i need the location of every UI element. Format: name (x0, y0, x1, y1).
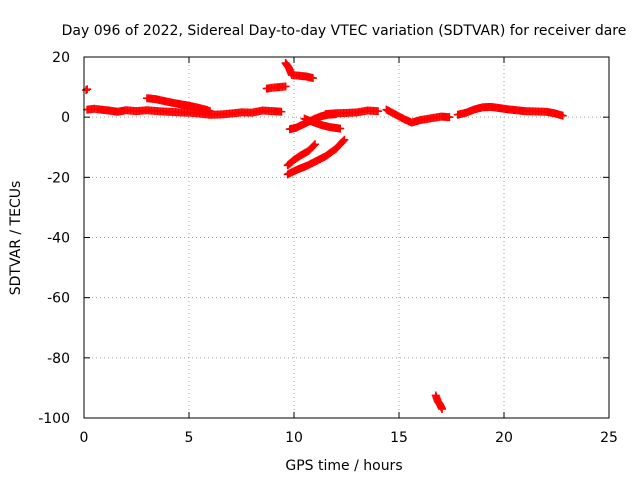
x-tick-label: 15 (390, 430, 408, 446)
data-point (82, 86, 91, 95)
y-tick-label: 20 (52, 50, 70, 66)
series-late-track (453, 102, 567, 120)
data-point (558, 111, 567, 120)
y-tick-label: -60 (47, 291, 70, 307)
data-point (438, 404, 447, 413)
series-early-high (82, 85, 92, 95)
x-tick-label: 5 (185, 430, 194, 446)
y-tick-label: -40 (47, 231, 70, 247)
x-tick-label: 0 (80, 430, 89, 446)
data-points (82, 59, 567, 413)
data-point (308, 74, 317, 83)
plot-frame (83, 56, 610, 419)
chart-title: Day 096 of 2022, Sidereal Day-to-day VTE… (62, 23, 627, 39)
series-mid-track (321, 106, 382, 119)
y-tick-label: -20 (47, 170, 70, 186)
x-tick-label: 10 (285, 430, 303, 446)
x-axis-title: GPS time / hours (285, 458, 402, 474)
data-point (281, 82, 290, 91)
x-tick-label: 25 (600, 430, 618, 446)
y-tick-label: 0 (61, 110, 70, 126)
series-branch-11-12 (300, 114, 345, 133)
series-pre-10-high (262, 82, 290, 93)
series-neg-16 (283, 140, 319, 170)
y-tick-label: -100 (38, 411, 70, 427)
data-point (206, 107, 214, 116)
data-point (309, 141, 318, 150)
x-tick-label: 20 (495, 430, 513, 446)
x-tick-labels: 0 5 10 15 20 25 (80, 430, 618, 446)
y-axis-title: SDTVAR / TECUs (8, 181, 24, 296)
series-arc-3-5h (143, 94, 214, 116)
data-point (277, 107, 286, 116)
y-tick-labels: -100 -80 -60 -40 -20 0 20 (38, 50, 70, 427)
series-outlier-17 (431, 391, 447, 413)
series-neg-19 (283, 135, 349, 179)
data-point (445, 113, 454, 122)
series-peak-10 (281, 59, 317, 83)
data-point (374, 107, 382, 116)
y-tick-label: -80 (47, 351, 70, 367)
data-point (311, 140, 319, 149)
data-point (340, 135, 349, 144)
data-point (336, 124, 345, 133)
series-dip-15 (382, 105, 454, 127)
data-point (339, 136, 348, 145)
